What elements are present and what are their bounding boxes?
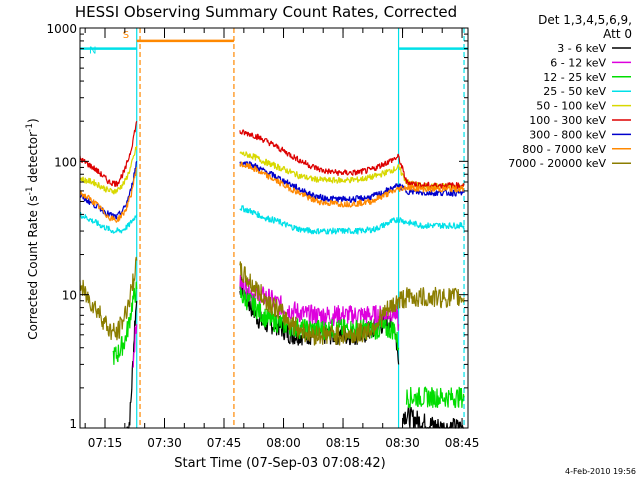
y-tick-label-10: 10 bbox=[62, 289, 77, 303]
series-4-segment-2 bbox=[239, 205, 465, 235]
x-tick-label-08:15: 08:15 bbox=[326, 436, 361, 450]
series-6-segment-2 bbox=[239, 129, 465, 189]
y-tick-label-1: 1 bbox=[69, 417, 77, 431]
series-3-segment-3 bbox=[405, 386, 465, 409]
y-axis-label-sup-1: -1 bbox=[25, 186, 35, 195]
legend-label-2: 6 - 12 keV bbox=[550, 56, 606, 69]
x-tick-label-08:00: 08:00 bbox=[266, 436, 301, 450]
series-9 bbox=[79, 256, 465, 346]
legend-label-8: 800 - 7000 keV bbox=[522, 143, 606, 156]
series-4-segment-1 bbox=[79, 211, 138, 234]
legend-header-attenuator: Att 0 bbox=[603, 27, 632, 41]
y-axis-ticks: 1 10 100 1000 bbox=[46, 22, 468, 431]
series-7-segment-2 bbox=[239, 161, 465, 203]
y-axis-label-main: Corrected Count Rate (s bbox=[26, 195, 40, 339]
legend-label-6: 100 - 300 keV bbox=[529, 114, 606, 127]
legend-label-7: 300 - 800 keV bbox=[529, 128, 606, 141]
series-6 bbox=[79, 121, 465, 189]
x-tick-label-08:30: 08:30 bbox=[385, 436, 420, 450]
series-9-segment-1 bbox=[79, 256, 138, 341]
y-axis-label-mid: detector bbox=[26, 132, 40, 187]
y-tick-label-100: 100 bbox=[54, 155, 77, 169]
chart-title: HESSI Observing Summary Count Rates, Cor… bbox=[75, 3, 457, 21]
x-tick-label-07:15: 07:15 bbox=[88, 436, 123, 450]
flag-label-s: S bbox=[123, 30, 129, 41]
series-4 bbox=[79, 205, 465, 235]
x-tick-label-07:45: 07:45 bbox=[207, 436, 242, 450]
legend-label-4: 25 - 50 keV bbox=[543, 85, 606, 98]
series-1-segment-3 bbox=[401, 406, 464, 429]
series-5-segment-2 bbox=[239, 151, 465, 190]
x-axis-ticks: 07:15 07:30 07:45 08:00 08:15 08:30 08:45 bbox=[84, 28, 480, 450]
series-8 bbox=[79, 161, 465, 223]
series-7-segment-1 bbox=[79, 161, 138, 220]
series-3 bbox=[112, 281, 465, 409]
x-tick-label-07:30: 07:30 bbox=[147, 436, 182, 450]
plot-frame bbox=[79, 27, 469, 429]
legend-label-3: 12 - 25 keV bbox=[543, 71, 606, 84]
legend-label-1: 3 - 6 keV bbox=[557, 42, 606, 55]
y-axis-label: Corrected Count Rate (s-1 detector-1) bbox=[25, 118, 40, 339]
series-9-segment-2 bbox=[239, 261, 465, 346]
series-5-segment-1 bbox=[79, 146, 138, 195]
x-tick-label-08:45: 08:45 bbox=[445, 436, 480, 450]
series-3-segment-1 bbox=[112, 281, 138, 365]
plot-area: SN bbox=[79, 27, 469, 429]
series-5 bbox=[79, 146, 465, 195]
x-axis-label: Start Time (07-Sep-03 07:08:42) bbox=[174, 456, 385, 471]
legend-header-detectors: Det 1,3,4,5,6,9, bbox=[538, 13, 632, 27]
series-7 bbox=[79, 161, 465, 220]
flag-label-n: N bbox=[89, 46, 96, 57]
series-2-segment-1 bbox=[132, 324, 138, 368]
legend-label-9: 7000 - 20000 keV bbox=[508, 157, 606, 170]
series-8-segment-2 bbox=[239, 161, 465, 208]
legend-label-5: 50 - 100 keV bbox=[536, 100, 606, 113]
series-8-segment-1 bbox=[79, 167, 138, 223]
y-axis-label-sup-2: -1 bbox=[25, 123, 35, 132]
y-tick-label-1000: 1000 bbox=[46, 22, 77, 36]
generated-timestamp: 4-Feb-2010 19:56 bbox=[565, 467, 636, 476]
series-6-segment-1 bbox=[79, 121, 138, 188]
y-axis-label-end: ) bbox=[26, 118, 40, 123]
